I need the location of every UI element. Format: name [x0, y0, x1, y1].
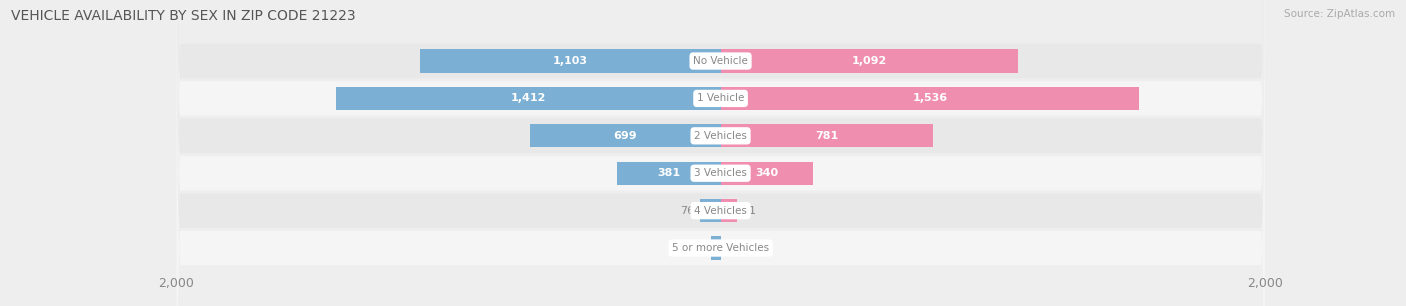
Text: 61: 61	[742, 206, 756, 216]
Text: Source: ZipAtlas.com: Source: ZipAtlas.com	[1284, 9, 1395, 19]
Bar	[336, 87, 721, 110]
Text: 3 Vehicles: 3 Vehicles	[695, 168, 747, 178]
Text: 2 Vehicles: 2 Vehicles	[695, 131, 747, 141]
Text: No Vehicle: No Vehicle	[693, 56, 748, 66]
FancyBboxPatch shape	[176, 0, 1265, 306]
Text: 0: 0	[725, 243, 733, 253]
Text: 1,536: 1,536	[912, 93, 948, 103]
Text: 1,092: 1,092	[852, 56, 887, 66]
Bar	[721, 199, 737, 222]
Text: 1,412: 1,412	[510, 93, 546, 103]
Text: 1,103: 1,103	[553, 56, 588, 66]
Text: 4 Vehicles: 4 Vehicles	[695, 206, 747, 216]
Text: 35: 35	[692, 243, 706, 253]
Text: 5 or more Vehicles: 5 or more Vehicles	[672, 243, 769, 253]
Bar	[721, 50, 1018, 73]
FancyBboxPatch shape	[176, 0, 1265, 306]
FancyBboxPatch shape	[176, 0, 1265, 306]
Bar	[700, 199, 721, 222]
Text: 1 Vehicle: 1 Vehicle	[697, 93, 744, 103]
Text: 699: 699	[613, 131, 637, 141]
Bar	[721, 162, 813, 185]
Bar	[711, 237, 721, 259]
Text: 781: 781	[815, 131, 838, 141]
Bar	[721, 124, 934, 147]
Bar	[530, 124, 721, 147]
Bar	[420, 50, 721, 73]
Text: 340: 340	[755, 168, 779, 178]
FancyBboxPatch shape	[176, 0, 1265, 306]
FancyBboxPatch shape	[176, 0, 1265, 306]
Text: VEHICLE AVAILABILITY BY SEX IN ZIP CODE 21223: VEHICLE AVAILABILITY BY SEX IN ZIP CODE …	[11, 9, 356, 23]
Text: 381: 381	[657, 168, 681, 178]
FancyBboxPatch shape	[176, 0, 1265, 306]
Bar	[721, 87, 1139, 110]
Bar	[617, 162, 721, 185]
Text: 76: 76	[681, 206, 695, 216]
